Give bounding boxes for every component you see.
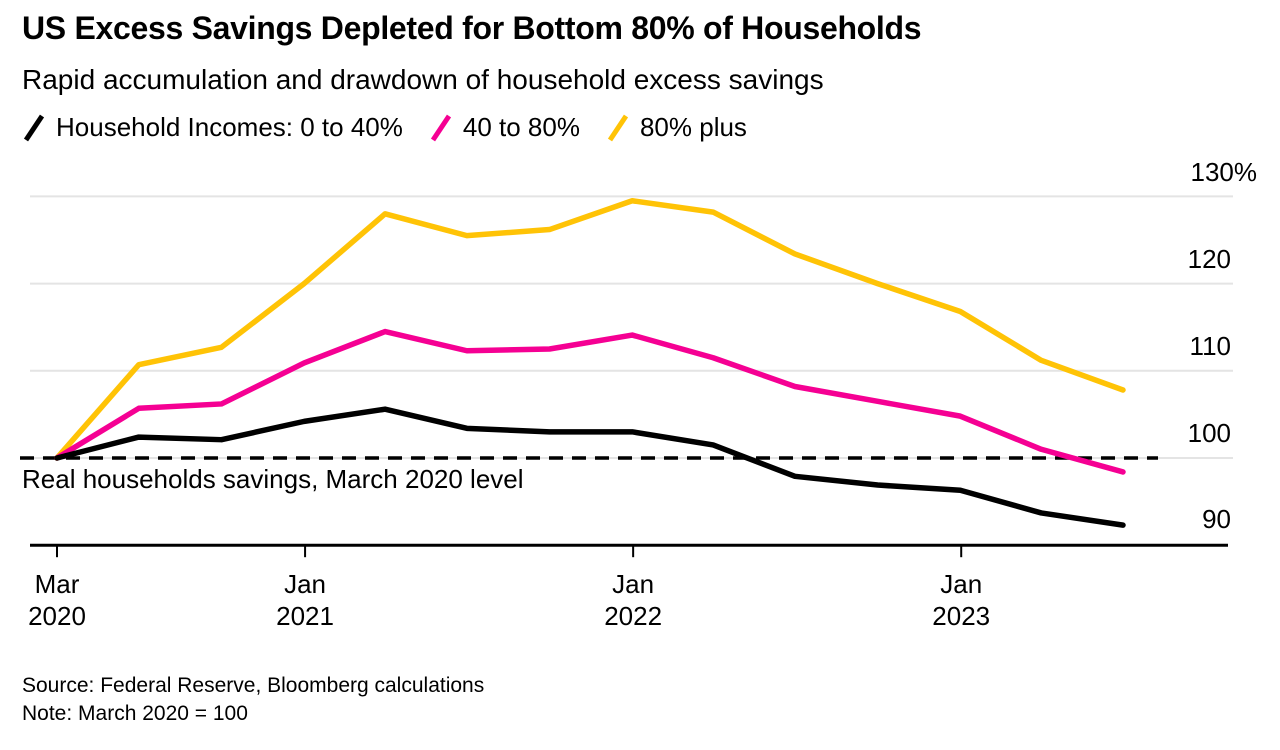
index-note: Note: March 2020 = 100 <box>22 702 248 725</box>
tick-year: 2023 <box>932 601 991 631</box>
x-axis-label-jan-2021: Jan 2021 <box>235 568 375 632</box>
legend-label: Household Incomes: 0 to 40% <box>56 112 403 142</box>
x-axis-label-jan-2022: Jan 2022 <box>563 568 703 632</box>
chart-title: US Excess Savings Depleted for Bottom 80… <box>22 10 922 46</box>
legend-item-80-plus: 80% plus <box>606 112 747 143</box>
x-axis <box>30 543 1228 558</box>
tick-year: 2020 <box>28 601 86 631</box>
legend-label: 80% plus <box>639 112 747 142</box>
source-note: Source: Federal Reserve, Bloomberg calcu… <box>22 674 485 697</box>
line-swatch-icon <box>430 114 451 141</box>
chart-subtitle: Rapid accumulation and drawdown of house… <box>22 64 824 95</box>
legend-item-0-to-40: Household Incomes: 0 to 40% <box>22 112 403 143</box>
x-axis-label-jan-2023: Jan 2023 <box>891 568 1031 632</box>
legend-label: 40 to 80% <box>462 112 580 142</box>
legend: Household Incomes: 0 to 40% 40 to 80% 80… <box>22 112 747 143</box>
series-line-40-to-80- <box>54 328 1126 475</box>
tick-month: Jan <box>612 569 655 599</box>
line-swatch-icon <box>23 114 45 141</box>
tick-month: Mar <box>34 569 80 599</box>
baseline-annotation: Real households savings, March 2020 leve… <box>22 464 524 494</box>
legend-item-40-to-80: 40 to 80% <box>429 112 580 143</box>
tick-year: 2021 <box>276 601 334 631</box>
y-axis-label-90: 90 <box>1202 504 1231 534</box>
x-axis-label-mar-2020: Mar 2020 <box>0 568 127 632</box>
footer: Source: Federal Reserve, Bloomberg calcu… <box>22 672 484 728</box>
gridlines <box>30 195 1233 459</box>
series-line-household-incomes-0-to-40- <box>54 406 1126 528</box>
tick-month: Jan <box>940 569 983 599</box>
tick-month: Jan <box>284 569 327 599</box>
y-axis-label-130: 130% <box>1190 157 1258 187</box>
y-axis-label-120: 120 <box>1187 244 1231 274</box>
series-line-80-plus <box>54 198 1126 461</box>
line-swatch-icon <box>607 114 629 141</box>
y-axis-label-110: 110 <box>1189 331 1231 361</box>
series-lines <box>54 198 1126 528</box>
y-axis-label-100: 100 <box>1187 418 1231 448</box>
tick-year: 2022 <box>604 601 663 631</box>
